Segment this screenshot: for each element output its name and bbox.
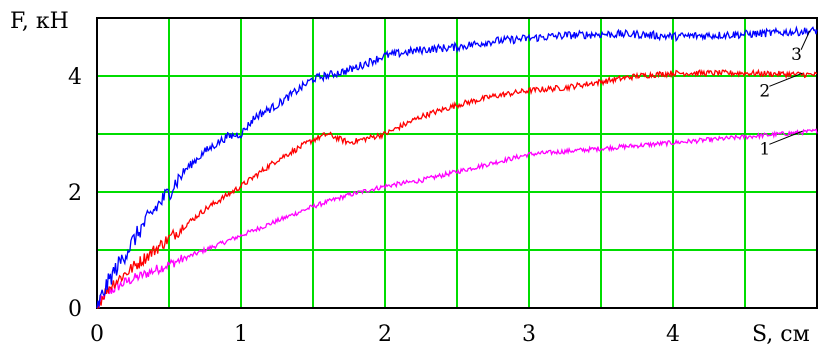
series-line-1 [96,128,818,309]
x-tick-label-3: 3 [522,322,536,347]
x-tick-label-0: 0 [90,322,104,347]
series-group [96,25,818,309]
grid-lines [97,18,817,308]
y-tick-label-4: 4 [68,65,82,90]
y-axis-label: F, кН [10,9,69,34]
leader-line-3 [800,30,811,50]
y-tick-label-2: 2 [68,181,82,206]
y-tick-label-0: 0 [68,297,82,322]
plot-frame [96,17,818,309]
x-tick-label-4: 4 [666,322,680,347]
leader-line-2 [769,72,803,87]
x-tick-label-2: 2 [378,322,392,347]
series-line-3 [96,25,818,309]
curve-labels: 1 2 3 [759,30,811,159]
series-line-2 [97,68,818,309]
x-axis-label: S, см [752,322,810,347]
x-tick-label-1: 1 [234,322,248,347]
curve-label-2: 2 [759,81,770,101]
curve-label-1: 1 [759,139,770,159]
curve-label-3: 3 [791,45,802,65]
tick-labels: 0 1 2 3 4 0 2 4 [68,65,680,347]
leader-line-1 [769,130,803,145]
